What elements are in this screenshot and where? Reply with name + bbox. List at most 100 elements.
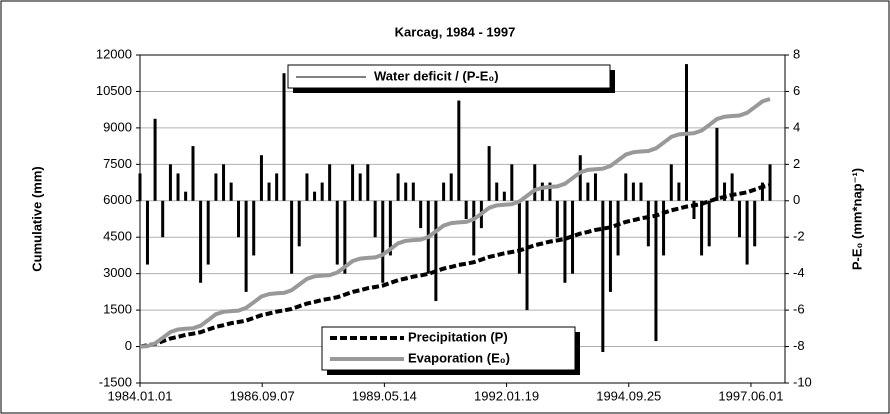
deficit-bar — [768, 164, 772, 201]
deficit-bar — [517, 200, 521, 274]
x-tick-label: 1984.01.01 — [107, 388, 172, 403]
deficit-bar — [548, 182, 552, 201]
deficit-bar — [753, 200, 757, 247]
y2-tick-label: -6 — [793, 302, 805, 317]
deficit-bar — [487, 146, 491, 201]
series-line — [139, 183, 771, 349]
deficit-bar — [252, 200, 256, 256]
deficit-bar — [237, 200, 241, 238]
deficit-bar — [184, 191, 188, 201]
deficit-bar — [677, 182, 681, 201]
y-tick-label: 12000 — [96, 46, 132, 61]
y-tick-label: 3000 — [103, 265, 132, 280]
legend-label: Evaporation (E₀) — [408, 350, 510, 365]
x-tick-label: 1989.05.14 — [352, 388, 417, 403]
deficit-bar — [275, 173, 279, 201]
deficit-bar — [608, 200, 612, 292]
deficit-bar — [168, 164, 172, 201]
deficit-bar — [305, 173, 309, 201]
y-tick-label: 4500 — [103, 229, 132, 244]
y-tick-label: 0 — [125, 338, 132, 353]
deficit-bar — [373, 200, 377, 238]
deficit-bar — [586, 182, 590, 201]
deficit-bar — [662, 200, 666, 256]
y-tick-label: 6000 — [103, 192, 132, 207]
deficit-bar — [358, 173, 362, 201]
deficit-bar — [555, 200, 559, 238]
deficit-bar — [229, 182, 233, 201]
deficit-bar — [707, 200, 711, 247]
y-tick-label: 7500 — [103, 156, 132, 171]
y2-tick-label: 8 — [793, 46, 800, 61]
y2-tick-label: 6 — [793, 83, 800, 98]
deficit-bar — [449, 173, 453, 201]
deficit-bar — [669, 164, 673, 201]
y2-tick-label: -8 — [793, 338, 805, 353]
deficit-bar — [222, 164, 226, 201]
y2-tick-label: -4 — [793, 265, 805, 280]
deficit-bar — [191, 146, 195, 201]
x-tick-label: 1986.09.07 — [230, 388, 295, 403]
deficit-bar — [244, 200, 248, 292]
deficit-bar — [457, 100, 461, 201]
y2-tick-label: -10 — [793, 374, 812, 389]
series-line — [139, 97, 771, 349]
deficit-bar — [601, 200, 605, 353]
deficit-bar — [745, 200, 749, 265]
y2-tick-label: 4 — [793, 119, 800, 134]
deficit-bar — [419, 200, 423, 229]
deficit-bar — [176, 173, 180, 201]
deficit-bar — [525, 200, 529, 311]
deficit-bar — [381, 200, 385, 283]
deficit-bar — [411, 182, 415, 201]
legend-label: Water deficit / (P-E₀) — [374, 68, 499, 83]
deficit-bar — [472, 200, 476, 256]
deficit-bar — [138, 173, 142, 201]
deficit-bar — [646, 200, 650, 247]
deficit-bar — [214, 173, 218, 201]
x-tick-label: 1994.09.25 — [596, 388, 661, 403]
deficit-bar — [715, 127, 719, 201]
deficit-bar — [343, 200, 347, 274]
deficit-bar — [540, 182, 544, 201]
y-tick-label: 10500 — [96, 83, 132, 98]
deficit-bar — [313, 191, 317, 201]
deficit-bar — [199, 200, 203, 283]
deficit-bar — [464, 200, 468, 219]
deficit-bar — [563, 200, 567, 283]
deficit-bar — [510, 164, 514, 201]
deficit-bar — [571, 200, 575, 274]
legend-box — [321, 326, 576, 371]
x-tick-label: 1992.01.19 — [474, 388, 539, 403]
deficit-bar — [654, 200, 658, 342]
deficit-bar — [153, 118, 157, 201]
deficit-bar — [282, 73, 286, 201]
deficit-bar — [290, 200, 294, 274]
deficit-bar — [502, 191, 506, 201]
legend-label: Precipitation (P) — [408, 329, 508, 344]
y2-tick-label: 2 — [793, 156, 800, 171]
deficit-bar — [730, 173, 734, 201]
deficit-bar — [692, 200, 696, 219]
y-tick-label: -1500 — [99, 374, 132, 389]
deficit-bar — [161, 200, 165, 238]
legend-box — [287, 64, 611, 89]
y2-tick-label: 0 — [793, 192, 800, 207]
y-tick-label: 9000 — [103, 119, 132, 134]
deficit-bar — [351, 164, 355, 201]
y-axis-title: Cumulative (mm) — [29, 166, 44, 271]
y2-axis-title: P-E₀ (mm*nap⁻¹) — [849, 168, 864, 270]
deficit-bar — [624, 173, 628, 201]
deficit-bar — [639, 182, 643, 201]
deficit-bar — [533, 164, 537, 201]
deficit-bar — [404, 182, 408, 201]
deficit-bar — [760, 182, 764, 201]
y-tick-label: 1500 — [103, 302, 132, 317]
deficit-bar — [631, 182, 635, 201]
deficit-bar — [396, 173, 400, 201]
deficit-bar — [593, 173, 597, 201]
deficit-bar — [335, 200, 339, 265]
deficit-bar — [328, 164, 332, 201]
deficit-bar — [495, 182, 499, 201]
